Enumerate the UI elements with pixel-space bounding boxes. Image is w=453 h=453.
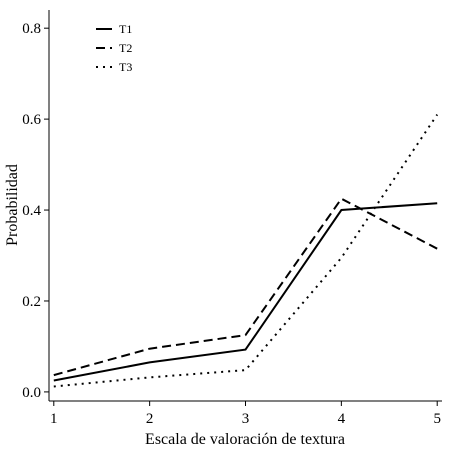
y-tick-label: 0.8 (22, 21, 41, 37)
x-axis-title: Escala de valoración de textura (145, 431, 345, 448)
y-ticks: 0.0 0.2 0.4 0.6 0.8 (22, 21, 49, 401)
y-tick-label: 0.4 (22, 203, 41, 219)
series-line-t2 (53, 197, 438, 377)
x-tick-label: 1 (50, 411, 58, 427)
series-line-t3 (53, 114, 439, 388)
series-line-t1 (53, 202, 438, 382)
x-tick-label: 2 (146, 411, 154, 427)
y-tick-label: 0.2 (22, 294, 41, 310)
y-tick-label: 0.0 (22, 385, 41, 401)
y-tick-label: 0.6 (22, 112, 41, 128)
x-ticks: 1 2 3 4 5 (50, 401, 441, 427)
x-tick-label: 3 (242, 411, 250, 427)
series-group (53, 114, 439, 388)
y-axis-title: Probabilidad (4, 164, 21, 246)
legend-label-t2: T2 (119, 41, 132, 55)
legend-label-t1: T1 (119, 22, 132, 36)
legend: T1 T2 T3 (96, 22, 132, 74)
plot-axes (48, 10, 442, 402)
x-tick-label: 5 (433, 411, 441, 427)
legend-label-t3: T3 (119, 60, 132, 74)
x-tick-label: 4 (338, 411, 346, 427)
